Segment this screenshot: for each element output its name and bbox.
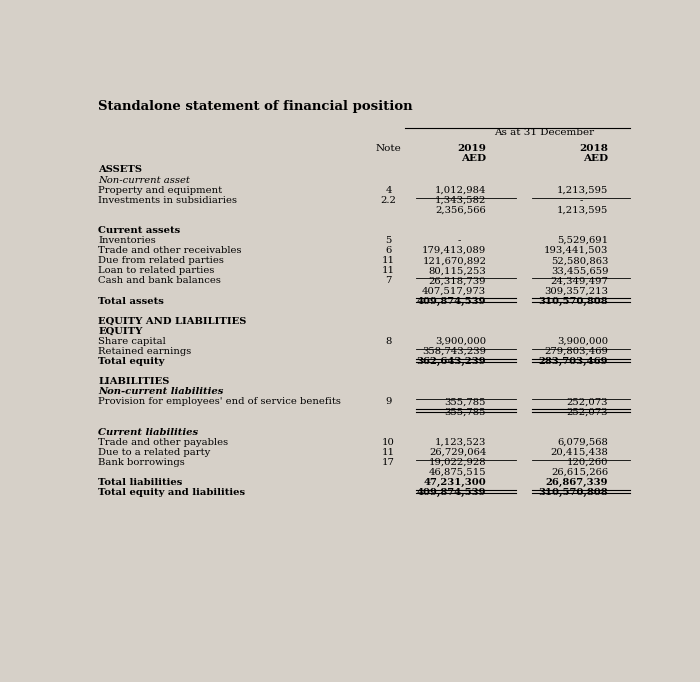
Text: Inventories: Inventories — [98, 236, 156, 245]
Text: 2019: 2019 — [457, 144, 486, 153]
Text: Current liabilities: Current liabilities — [98, 428, 199, 436]
Text: Total assets: Total assets — [98, 297, 164, 306]
Text: Trade and other receivables: Trade and other receivables — [98, 246, 242, 255]
Text: 252,073: 252,073 — [567, 398, 608, 406]
Text: 193,441,503: 193,441,503 — [544, 246, 608, 255]
Text: -: - — [457, 236, 461, 245]
Text: Non-current asset: Non-current asset — [98, 175, 190, 185]
Text: 355,785: 355,785 — [444, 407, 486, 417]
Text: Cash and bank balances: Cash and bank balances — [98, 276, 221, 285]
Text: 6: 6 — [386, 246, 392, 255]
Text: 409,874,539: 409,874,539 — [416, 297, 486, 306]
Text: 309,357,213: 309,357,213 — [545, 286, 608, 295]
Text: 26,729,064: 26,729,064 — [429, 448, 486, 457]
Text: 2018: 2018 — [580, 144, 608, 153]
Text: 358,743,239: 358,743,239 — [422, 347, 486, 356]
Text: 1,213,595: 1,213,595 — [557, 206, 608, 215]
Text: Provision for employees' end of service benefits: Provision for employees' end of service … — [98, 398, 341, 406]
Text: As at 31 December: As at 31 December — [494, 128, 594, 137]
Text: 17: 17 — [382, 458, 395, 467]
Text: Total equity and liabilities: Total equity and liabilities — [98, 488, 246, 497]
Text: 5,529,691: 5,529,691 — [557, 236, 608, 245]
Text: 11: 11 — [382, 256, 395, 265]
Text: 10: 10 — [382, 438, 395, 447]
Text: Trade and other payables: Trade and other payables — [98, 438, 228, 447]
Text: Due from related parties: Due from related parties — [98, 256, 224, 265]
Text: 3,900,000: 3,900,000 — [557, 337, 608, 346]
Text: 9: 9 — [386, 398, 392, 406]
Text: 11: 11 — [382, 266, 395, 276]
Text: AED: AED — [461, 154, 486, 163]
Text: 26,615,266: 26,615,266 — [551, 468, 608, 477]
Text: Property and equipment: Property and equipment — [98, 186, 223, 194]
Text: 121,670,892: 121,670,892 — [422, 256, 486, 265]
Text: EQUITY: EQUITY — [98, 327, 143, 336]
Text: 355,785: 355,785 — [444, 398, 486, 406]
Text: 2,356,566: 2,356,566 — [435, 206, 486, 215]
Text: 8: 8 — [386, 337, 392, 346]
Text: Total equity: Total equity — [98, 357, 164, 366]
Text: 52,580,863: 52,580,863 — [551, 256, 608, 265]
Text: 2.2: 2.2 — [381, 196, 396, 205]
Text: 1,012,984: 1,012,984 — [435, 186, 486, 194]
Text: Note: Note — [376, 144, 402, 153]
Text: Retained earnings: Retained earnings — [98, 347, 192, 356]
Text: 1,123,523: 1,123,523 — [435, 438, 486, 447]
Text: 362,643,239: 362,643,239 — [416, 357, 486, 366]
Text: Current assets: Current assets — [98, 226, 181, 235]
Text: 252,073: 252,073 — [567, 407, 608, 417]
Text: Non-current liabilities: Non-current liabilities — [98, 387, 224, 396]
Text: 5: 5 — [386, 236, 392, 245]
Text: 47,231,300: 47,231,300 — [424, 478, 486, 487]
Text: Standalone statement of financial position: Standalone statement of financial positi… — [98, 100, 413, 113]
Text: 409,874,539: 409,874,539 — [416, 488, 486, 497]
Text: 3,900,000: 3,900,000 — [435, 337, 486, 346]
Text: 310,570,808: 310,570,808 — [539, 297, 608, 306]
Text: Loan to related parties: Loan to related parties — [98, 266, 215, 276]
Text: 24,349,497: 24,349,497 — [550, 276, 608, 285]
Text: 19,022,928: 19,022,928 — [428, 458, 486, 467]
Text: 1,213,595: 1,213,595 — [557, 186, 608, 194]
Text: AED: AED — [583, 154, 608, 163]
Text: ASSETS: ASSETS — [98, 166, 142, 175]
Text: 26,867,339: 26,867,339 — [546, 478, 608, 487]
Text: Investments in subsidiaries: Investments in subsidiaries — [98, 196, 237, 205]
Text: 283,703,469: 283,703,469 — [539, 357, 608, 366]
Text: 80,115,253: 80,115,253 — [428, 266, 486, 276]
Text: LIABILITIES: LIABILITIES — [98, 377, 169, 386]
Text: 11: 11 — [382, 448, 395, 457]
Text: Total liabilities: Total liabilities — [98, 478, 183, 487]
Text: 179,413,089: 179,413,089 — [422, 246, 486, 255]
Text: Bank borrowings: Bank borrowings — [98, 458, 185, 467]
Text: 120,260: 120,260 — [567, 458, 608, 467]
Text: 407,517,973: 407,517,973 — [422, 286, 486, 295]
Text: 33,455,659: 33,455,659 — [551, 266, 608, 276]
Text: Due to a related party: Due to a related party — [98, 448, 211, 457]
Text: -: - — [580, 196, 583, 205]
Text: 46,875,515: 46,875,515 — [428, 468, 486, 477]
Text: 20,415,438: 20,415,438 — [550, 448, 608, 457]
Text: 7: 7 — [386, 276, 392, 285]
Text: 1,343,582: 1,343,582 — [435, 196, 486, 205]
Text: Share capital: Share capital — [98, 337, 166, 346]
Text: 6,079,568: 6,079,568 — [557, 438, 608, 447]
Text: 4: 4 — [385, 186, 392, 194]
Text: 310,570,808: 310,570,808 — [539, 488, 608, 497]
Text: EQUITY AND LIABILITIES: EQUITY AND LIABILITIES — [98, 316, 246, 326]
Text: 26,318,739: 26,318,739 — [428, 276, 486, 285]
Text: 279,803,469: 279,803,469 — [545, 347, 608, 356]
